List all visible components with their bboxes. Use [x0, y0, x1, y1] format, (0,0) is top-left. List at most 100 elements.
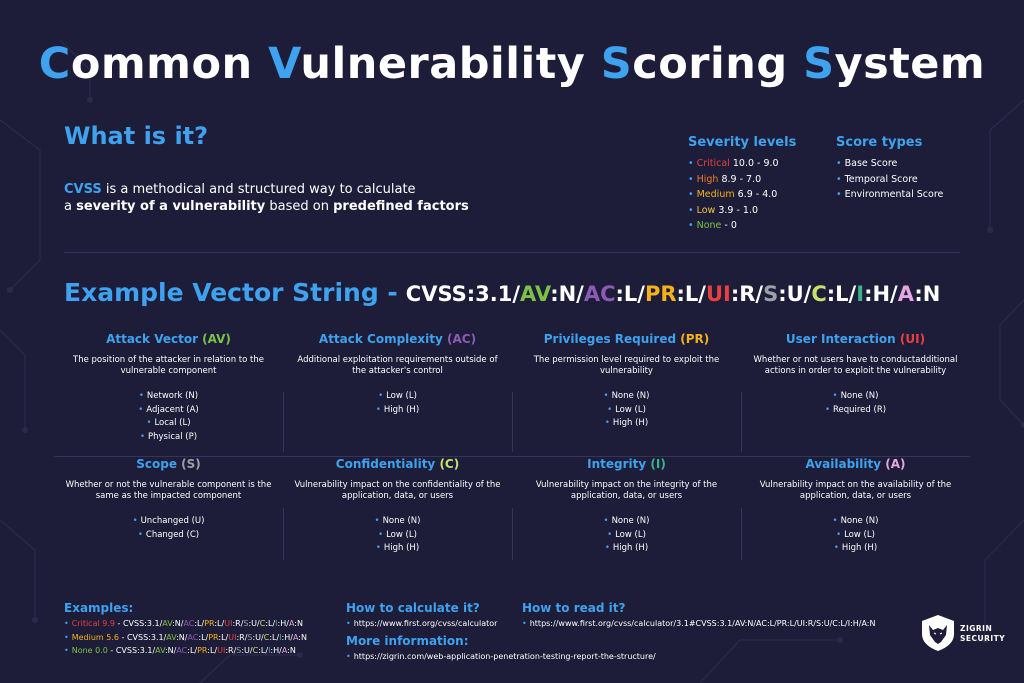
- example-item: • Medium 5.6 - CVSS:3.1/AV:N/AC:L/PR:L/UI…: [64, 631, 307, 645]
- metric-values: • Unchanged (U) • Changed (C): [54, 515, 283, 542]
- title-word: coring: [632, 39, 804, 89]
- metric-value-label: High (H): [383, 543, 420, 553]
- calc-section: How to calculate it? • https://www.first.…: [346, 601, 497, 631]
- metrics-grid: Attack Vector (AV) The position of the at…: [54, 332, 970, 572]
- vector-part: A: [897, 282, 915, 306]
- metric-card: Integrity (I) Vulnerability impact on the…: [512, 457, 741, 556]
- vector-string: CVSS:3.1/AV:N/AC:L/PR:L/UI:R/S:U/C:L/I:H…: [406, 282, 941, 306]
- bullet-icon: •: [64, 632, 69, 642]
- metric-value-label: Changed (C): [145, 529, 200, 540]
- example-vector-part: :L/: [265, 619, 276, 628]
- bullet-icon: •: [688, 158, 694, 169]
- metric-value: • None (N): [741, 515, 970, 529]
- metric-title: Attack Vector: [106, 332, 203, 346]
- metric-values: • Network (N) • Adjacent (A) • Local (L) • Phys…: [54, 390, 283, 444]
- score-types: Score types • Base Score • Temporal Score • E…: [836, 135, 943, 203]
- metric-title: Confidentiality: [335, 457, 440, 471]
- example-vector-part: AC: [183, 619, 195, 628]
- grid-divider: [741, 392, 742, 452]
- example-vector-part: :L/: [207, 646, 218, 655]
- metric-value-label: Local (L): [154, 418, 191, 428]
- bullet-icon: •: [836, 529, 842, 540]
- example-vector-part: :R/: [225, 646, 237, 655]
- score-type-label: Environmental Score: [844, 189, 944, 200]
- examples-list: • Critical 9.9 - CVSS:3.1/AV:N/AC:L/PR:L/…: [64, 617, 307, 658]
- metric-card: User Interaction (UI) Whether or not user…: [741, 332, 970, 417]
- bullet-icon: •: [137, 529, 143, 540]
- metric-value-label: None (N): [382, 516, 421, 526]
- metric-value-label: High (H): [841, 543, 878, 553]
- metric-value-label: Network (N): [146, 391, 199, 401]
- bullet-icon: •: [138, 404, 144, 415]
- title-word: ulnerability: [300, 39, 601, 89]
- metric-value: • Adjacent (A): [54, 404, 283, 418]
- metric-value: • Low (L): [512, 529, 741, 543]
- metric-value-label: High (H): [612, 418, 649, 428]
- what-line2-a: a: [64, 199, 77, 214]
- example-vector-part: PR: [208, 632, 219, 642]
- metric-value: • Low (L): [283, 529, 512, 543]
- section-divider: [64, 252, 960, 253]
- severity-item: • None - 0: [688, 218, 796, 234]
- metric-value-label: None (N): [840, 391, 879, 401]
- example-vector-part: UI: [224, 619, 233, 628]
- example-vector-part: AV: [155, 646, 165, 655]
- metric-title: Availability: [805, 457, 886, 471]
- metric-value: • Unchanged (U): [54, 515, 283, 529]
- metric-card: Confidentiality (C) Vulnerability impact …: [283, 457, 512, 556]
- example-label: None 0.0: [71, 646, 108, 655]
- bullet-icon: •: [378, 529, 384, 540]
- metric-card: Attack Complexity (AC) Additional exploit…: [283, 332, 512, 417]
- bullet-icon: •: [607, 404, 613, 415]
- metric-value-label: Low (L): [386, 529, 417, 540]
- metric-value-label: High (H): [612, 543, 649, 553]
- metric-value-label: Unchanged (U): [140, 516, 205, 526]
- bullet-icon: •: [64, 619, 69, 628]
- metric-abbr: (AV): [202, 332, 231, 346]
- vector-part: :L/: [615, 282, 645, 306]
- metric-values: • None (N) • Low (L) • High (H): [741, 515, 970, 556]
- metric-value-label: None (N): [611, 516, 650, 526]
- vector-part: :N/: [550, 282, 584, 306]
- metric-description: Vulnerability impact on the confidential…: [294, 480, 501, 501]
- what-bold1: severity of a vulnerability: [76, 199, 266, 214]
- more-link[interactable]: • https://zigrin.com/web-application-pene…: [346, 652, 656, 661]
- metric-value-label: None (N): [611, 391, 650, 401]
- example-vector-part: A: [281, 646, 288, 655]
- metric-name: Availability (A): [741, 457, 970, 471]
- grid-divider: [283, 392, 284, 452]
- bullet-icon: •: [375, 543, 381, 553]
- example-vector-part: AC: [176, 646, 188, 655]
- example-vector-part: :H/: [277, 619, 289, 628]
- example-vector-part: UI: [228, 632, 237, 642]
- severity-range: 3.9 - 1.0: [715, 204, 759, 216]
- example-vector-part: AV: [166, 632, 177, 642]
- metric-name: Privileges Required (PR): [512, 332, 741, 346]
- score-types-heading: Score types: [836, 135, 923, 150]
- example-vector-part: :L/: [214, 619, 225, 628]
- grid-divider: [512, 392, 513, 452]
- metric-abbr: (C): [439, 457, 460, 471]
- title-initial: S: [600, 39, 633, 89]
- bullet-icon: •: [832, 391, 838, 401]
- severity-item: • Low 3.9 - 1.0: [688, 203, 796, 219]
- example-item: • Critical 9.9 - CVSS:3.1/AV:N/AC:L/PR:L/…: [64, 617, 307, 631]
- vector-part: C: [811, 282, 827, 306]
- example-vector-part: :L/: [258, 646, 269, 655]
- example-label: Critical 9.9: [71, 619, 115, 628]
- score-type-label: Base Score: [844, 158, 898, 169]
- read-link[interactable]: • https://www.first.org/cvss/calculator/3…: [522, 619, 876, 628]
- bullet-icon: •: [604, 543, 610, 553]
- metric-description: The permission level required to exploit…: [533, 355, 720, 376]
- vector-part: AV: [520, 282, 551, 306]
- calc-link[interactable]: • https://www.first.org/cvss/calculator: [346, 619, 498, 628]
- metric-value: • High (H): [741, 542, 970, 556]
- metric-value: • High (H): [283, 404, 512, 418]
- vector-row: Example Vector String - CVSS:3.1/AV:N/AC:…: [64, 278, 940, 307]
- example-vector-part: S: [247, 632, 253, 642]
- grid-divider: [283, 508, 284, 560]
- severity-levels: Severity levels • Critical 10.0 - 9.0 • Hig…: [688, 135, 796, 234]
- metric-name: Scope (S): [54, 457, 283, 471]
- severity-item: • High 8.9 - 7.0: [688, 172, 796, 188]
- bullet-icon: •: [833, 543, 839, 553]
